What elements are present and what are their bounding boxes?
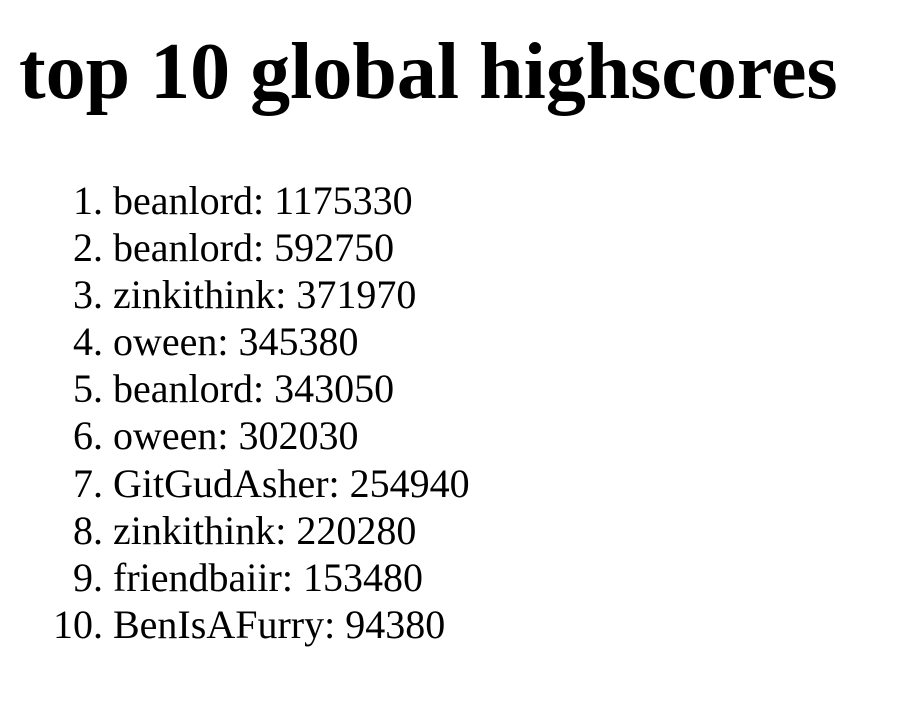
highscore-row: 5. beanlord: 343050	[0, 365, 470, 412]
rank-number: 9.	[73, 554, 103, 600]
score-value: 94380	[345, 601, 446, 647]
score-value: 254940	[349, 460, 470, 506]
score-entry: zinkithink: 371970	[113, 272, 417, 318]
highscore-list: 1. beanlord: 1175330 2. beanlord: 592750…	[0, 177, 470, 648]
score-entry: GitGudAsher: 254940	[113, 460, 470, 506]
rank-number: 3.	[73, 272, 103, 318]
score-value: 302030	[238, 413, 359, 459]
score-entry: friendbaiir: 153480	[113, 554, 423, 600]
rank-number: 4.	[73, 319, 103, 365]
score-value: 153480	[302, 554, 423, 600]
score-value: 345380	[238, 319, 359, 365]
rank-number: 2.	[73, 225, 103, 271]
player-name: beanlord	[113, 366, 253, 412]
highscore-row: 6. oween: 302030	[0, 412, 470, 459]
rank-number: 6.	[73, 413, 103, 459]
rank-number: 7.	[73, 460, 103, 506]
highscore-row: 7. GitGudAsher: 254940	[0, 460, 470, 507]
rank-number: 5.	[73, 366, 103, 412]
highscore-row: 8. zinkithink: 220280	[0, 507, 470, 554]
player-name: beanlord	[113, 178, 253, 223]
score-entry: beanlord: 343050	[113, 366, 395, 412]
score-value: 1175330	[274, 178, 413, 223]
highscore-row: 4. oween: 345380	[0, 318, 470, 365]
score-entry: zinkithink: 220280	[113, 507, 417, 553]
player-name: oween	[113, 319, 218, 365]
score-entry: oween: 345380	[113, 319, 359, 365]
score-entry: BenIsAFurry: 94380	[113, 601, 446, 647]
score-entry: oween: 302030	[113, 413, 359, 459]
highscore-row: 2. beanlord: 592750	[0, 224, 470, 271]
player-name: BenIsAFurry	[113, 601, 325, 647]
highscore-row: 9. friendbaiir: 153480	[0, 554, 470, 601]
page-title: top 10 global highscores	[19, 28, 838, 116]
rank-number: 10.	[53, 601, 103, 647]
player-name: GitGudAsher	[113, 460, 329, 506]
player-name: oween	[113, 413, 218, 459]
score-value: 220280	[296, 507, 417, 553]
score-entry: beanlord: 592750	[113, 225, 395, 271]
score-value: 343050	[274, 366, 395, 412]
highscore-row: 3. zinkithink: 371970	[0, 271, 470, 318]
score-value: 371970	[296, 272, 417, 318]
player-name: beanlord	[113, 225, 253, 271]
score-value: 592750	[274, 225, 395, 271]
rank-number: 8.	[73, 507, 103, 553]
highscore-row: 10. BenIsAFurry: 94380	[0, 601, 470, 648]
player-name: friendbaiir	[113, 554, 282, 600]
score-entry: beanlord: 1175330	[113, 178, 413, 223]
player-name: zinkithink	[113, 507, 276, 553]
player-name: zinkithink	[113, 272, 276, 318]
rank-number: 1.	[73, 178, 103, 223]
highscore-row: 1. beanlord: 1175330	[0, 177, 470, 224]
